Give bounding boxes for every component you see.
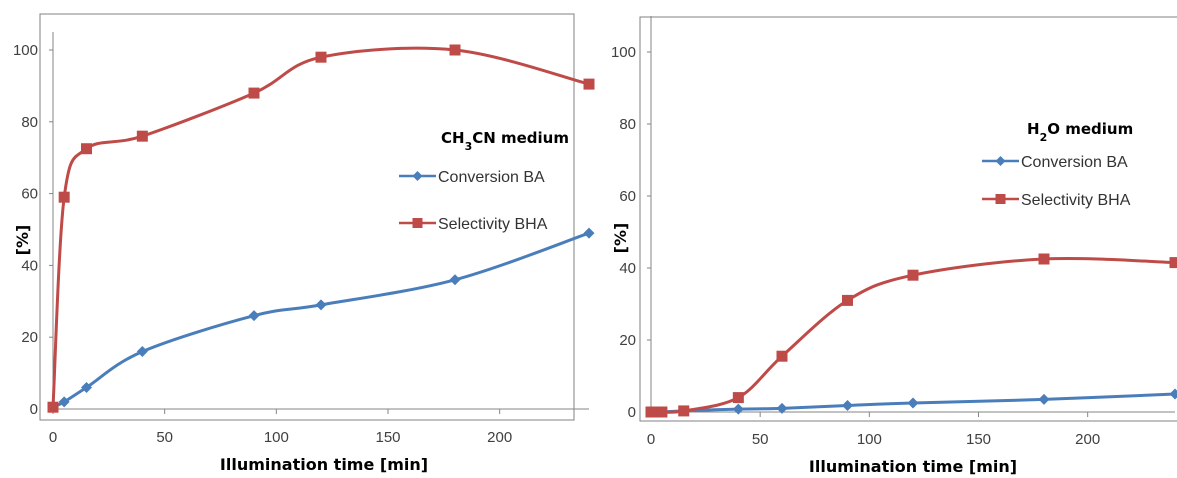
data-point-conversion-ba: [248, 310, 260, 322]
data-point-selectivity-bha: [47, 401, 59, 413]
medium-label-right-rest: medium: [1060, 120, 1133, 138]
x-ticks-left: 0 50 100 150 200: [49, 409, 512, 446]
chart-right: 0 20 40 60 80 100 0 50 100 150 200 Illumination t…: [611, 16, 1177, 476]
x-tick-label: 200: [487, 429, 512, 446]
y-tick-label: 0: [628, 404, 636, 421]
medium-label-left-main: CH: [441, 129, 465, 147]
legend-label-conversion-left: Conversion BA: [438, 169, 545, 186]
series-conversion-ba-left: [47, 227, 595, 413]
data-point-selectivity-bha: [1038, 253, 1050, 265]
y-ticks-right: 0 20 40 60 80 100: [611, 44, 651, 421]
series-layer-right: [645, 253, 1177, 418]
medium-label-left: CH3CN medium: [441, 129, 569, 153]
x-tick-label: 150: [966, 431, 991, 448]
legend-marker-selectivity-left: [412, 218, 423, 228]
series-line-selectivity-bha: [650, 256, 1176, 414]
data-point-selectivity-bha: [1169, 257, 1177, 269]
data-point-conversion-ba: [1038, 393, 1050, 405]
medium-label-right-main: H: [1027, 120, 1040, 138]
y-axis-title-left: [%]: [13, 225, 32, 256]
legend-marker-conversion-left: [412, 171, 423, 181]
y-tick-label: 20: [21, 329, 38, 346]
y-tick-label: 60: [619, 188, 636, 205]
data-point-conversion-ba: [449, 274, 461, 286]
y-tick-label: 80: [619, 116, 636, 133]
x-tick-label: 200: [1075, 431, 1100, 448]
data-point-selectivity-bha: [248, 87, 260, 99]
medium-label-left-sub: 3: [465, 140, 473, 153]
data-point-conversion-ba: [732, 403, 744, 415]
y-tick-label: 40: [21, 257, 38, 274]
data-point-selectivity-bha: [645, 406, 657, 418]
y-axis-title-right: [%]: [611, 223, 630, 254]
data-point-selectivity-bha: [842, 294, 853, 306]
series-line-conversion-ba: [52, 231, 590, 409]
y-tick-label: 0: [30, 401, 38, 418]
plot-frame-right: [639, 16, 1177, 422]
medium-label-left-mid: CN: [472, 129, 496, 147]
series-selectivity-bha-right: [645, 253, 1177, 418]
x-tick-label: 100: [857, 431, 882, 448]
series-layer-left: [47, 44, 595, 413]
data-point-selectivity-bha: [907, 269, 919, 281]
axes-right: [650, 16, 1175, 413]
data-point-conversion-ba: [58, 396, 70, 408]
x-axis-title-left: Illumination time [min]: [220, 455, 428, 474]
data-point-conversion-ba: [136, 346, 148, 358]
data-point-selectivity-bha: [81, 143, 92, 155]
x-axis-title-right: Illumination time [min]: [809, 457, 1017, 476]
y-tick-label: 100: [611, 44, 636, 61]
medium-label-right-sub: 2: [1040, 131, 1048, 144]
legend-left: Conversion BA Selectivity BHA: [399, 169, 548, 233]
legend-label-selectivity-left: Selectivity BHA: [438, 216, 548, 233]
y-tick-label: 40: [619, 260, 636, 277]
data-point-conversion-ba: [315, 299, 327, 311]
y-tick-label: 60: [21, 186, 38, 203]
x-tick-label: 100: [264, 429, 289, 446]
medium-label-right-mid: O: [1047, 120, 1060, 138]
legend-label-conversion-right: Conversion BA: [1021, 154, 1128, 171]
data-point-selectivity-bha: [136, 130, 148, 142]
x-ticks-right: 0 50 100 150 200: [647, 412, 1100, 448]
data-point-selectivity-bha: [732, 392, 744, 404]
y-tick-label: 100: [13, 42, 38, 59]
legend-item-selectivity-left: Selectivity BHA: [399, 216, 548, 233]
data-point-conversion-ba: [81, 381, 92, 393]
plot-frame-left: [39, 13, 575, 421]
x-tick-label: 0: [49, 429, 57, 446]
data-point-conversion-ba: [776, 402, 788, 414]
data-point-selectivity-bha: [449, 44, 461, 56]
x-tick-label: 50: [156, 429, 173, 446]
x-tick-label: 0: [647, 431, 655, 448]
series-selectivity-bha-left: [47, 44, 595, 413]
legend-label-selectivity-right: Selectivity BHA: [1021, 192, 1131, 209]
data-point-selectivity-bha: [776, 350, 788, 362]
data-point-selectivity-bha: [656, 406, 668, 418]
medium-label-left-rest: medium: [496, 129, 569, 147]
medium-label-right: H2O medium: [1027, 120, 1133, 144]
legend-marker-selectivity-right: [995, 194, 1006, 204]
data-point-selectivity-bha: [315, 51, 327, 63]
x-tick-label: 150: [375, 429, 400, 446]
data-point-selectivity-bha: [678, 405, 690, 417]
x-tick-label: 50: [752, 431, 769, 448]
data-point-conversion-ba: [842, 400, 853, 412]
data-point-selectivity-bha: [583, 78, 595, 90]
legend-marker-conversion-right: [995, 156, 1006, 166]
legend-item-conversion-left: Conversion BA: [399, 169, 545, 186]
y-tick-label: 20: [619, 332, 636, 349]
y-ticks-left: 0 20 40 60 80 100: [13, 42, 53, 418]
chart-left: 0 20 40 60 80 100 0 50 100 150 200 Illumination t…: [13, 13, 595, 474]
data-point-conversion-ba: [1169, 388, 1177, 400]
legend-item-conversion-right: Conversion BA: [982, 154, 1128, 171]
legend-right: Conversion BA Selectivity BHA: [982, 154, 1131, 209]
y-tick-label: 80: [21, 114, 38, 131]
data-point-conversion-ba: [907, 397, 919, 409]
data-point-conversion-ba: [583, 227, 595, 239]
data-point-selectivity-bha: [58, 191, 70, 203]
legend-item-selectivity-right: Selectivity BHA: [982, 192, 1131, 209]
